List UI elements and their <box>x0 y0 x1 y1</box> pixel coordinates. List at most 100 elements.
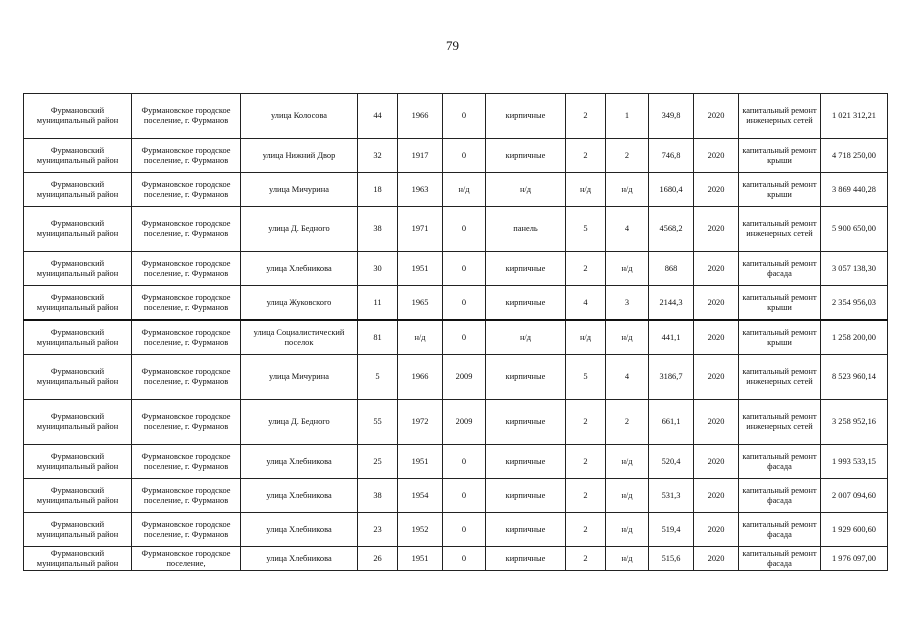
work-type-cell: капитальный ремонт крыши <box>738 285 821 321</box>
entrances-cell: н/д <box>605 172 649 207</box>
work-type-cell: капитальный ремонт фасада <box>738 251 821 286</box>
year-renovated-cell: 0 <box>442 478 486 513</box>
work-type-cell: капитальный ремонт фасада <box>738 444 821 479</box>
house-number-cell: 55 <box>357 399 398 445</box>
street-cell: улица Мичурина <box>240 172 358 207</box>
entrances-cell: 4 <box>605 206 649 252</box>
floors-cell: н/д <box>565 172 606 207</box>
year-renovated-cell: 0 <box>442 444 486 479</box>
area-cell: 520,4 <box>648 444 694 479</box>
year-built-cell: 1917 <box>397 138 443 173</box>
work-type-cell: капитальный ремонт инженерных сетей <box>738 93 821 139</box>
plan-year-cell: 2020 <box>693 285 739 321</box>
district-cell: Фурмановский муниципальный район <box>23 93 132 139</box>
year-built-cell: 1951 <box>397 546 443 571</box>
area-cell: 349,8 <box>648 93 694 139</box>
district-cell: Фурмановский муниципальный район <box>23 251 132 286</box>
area-cell: 531,3 <box>648 478 694 513</box>
wall-material-cell: кирпичные <box>485 354 566 400</box>
year-renovated-cell: 0 <box>442 512 486 547</box>
street-cell: улица Хлебникова <box>240 444 358 479</box>
plan-year-cell: 2020 <box>693 319 739 355</box>
table-row: Фурмановский муниципальный район Фурманов… <box>23 512 888 547</box>
settlement-cell: Фурмановское городское поселение, г. Фур… <box>131 512 241 547</box>
street-cell: улица Хлебникова <box>240 546 358 571</box>
cost-cell: 3 057 138,30 <box>820 251 888 286</box>
plan-year-cell: 2020 <box>693 399 739 445</box>
work-type-cell: капитальный ремонт инженерных сетей <box>738 399 821 445</box>
year-built-cell: 1954 <box>397 478 443 513</box>
district-cell: Фурмановский муниципальный район <box>23 285 132 321</box>
entrances-cell: 2 <box>605 399 649 445</box>
table-row: Фурмановский муниципальный район Фурманов… <box>23 138 888 173</box>
wall-material-cell: панель <box>485 206 566 252</box>
year-renovated-cell: 2009 <box>442 354 486 400</box>
house-number-cell: 18 <box>357 172 398 207</box>
cost-cell: 2 007 094,60 <box>820 478 888 513</box>
settlement-cell: Фурмановское городское поселение, г. Фур… <box>131 93 241 139</box>
table-row: Фурмановский муниципальный район Фурманов… <box>23 285 888 321</box>
year-renovated-cell: н/д <box>442 172 486 207</box>
plan-year-cell: 2020 <box>693 512 739 547</box>
year-renovated-cell: 0 <box>442 546 486 571</box>
year-renovated-cell: 0 <box>442 138 486 173</box>
year-renovated-cell: 0 <box>442 206 486 252</box>
street-cell: улица Хлебникова <box>240 512 358 547</box>
plan-year-cell: 2020 <box>693 206 739 252</box>
settlement-cell: Фурмановское городское поселение, г. Фур… <box>131 172 241 207</box>
entrances-cell: н/д <box>605 251 649 286</box>
house-number-cell: 44 <box>357 93 398 139</box>
area-cell: 519,4 <box>648 512 694 547</box>
table-row: Фурмановский муниципальный район Фурманов… <box>23 354 888 400</box>
floors-cell: 2 <box>565 138 606 173</box>
district-cell: Фурмановский муниципальный район <box>23 512 132 547</box>
table-row: Фурмановский муниципальный район Фурманов… <box>23 546 888 571</box>
entrances-cell: н/д <box>605 546 649 571</box>
settlement-cell: Фурмановское городское поселение, г. Фур… <box>131 444 241 479</box>
plan-year-cell: 2020 <box>693 444 739 479</box>
table-row: Фурмановский муниципальный район Фурманов… <box>23 206 888 252</box>
year-renovated-cell: 0 <box>442 319 486 355</box>
work-type-cell: капитальный ремонт инженерных сетей <box>738 354 821 400</box>
floors-cell: 2 <box>565 512 606 547</box>
settlement-cell: Фурмановское городское поселение, г. Фур… <box>131 319 241 355</box>
settlement-cell: Фурмановское городское поселение, г. Фур… <box>131 206 241 252</box>
floors-cell: 2 <box>565 399 606 445</box>
work-type-cell: капитальный ремонт крыши <box>738 172 821 207</box>
floors-cell: 4 <box>565 285 606 321</box>
district-cell: Фурмановский муниципальный район <box>23 354 132 400</box>
housing-repair-table: Фурмановский муниципальный район Фурманов… <box>23 93 888 571</box>
wall-material-cell: кирпичные <box>485 138 566 173</box>
entrances-cell: 2 <box>605 138 649 173</box>
house-number-cell: 11 <box>357 285 398 321</box>
wall-material-cell: кирпичные <box>485 444 566 479</box>
year-built-cell: 1966 <box>397 93 443 139</box>
settlement-cell: Фурмановское городское поселение, <box>131 546 241 571</box>
cost-cell: 1 021 312,21 <box>820 93 888 139</box>
district-cell: Фурмановский муниципальный район <box>23 138 132 173</box>
house-number-cell: 25 <box>357 444 398 479</box>
cost-cell: 3 258 952,16 <box>820 399 888 445</box>
wall-material-cell: н/д <box>485 172 566 207</box>
cost-cell: 1 976 097,00 <box>820 546 888 571</box>
area-cell: 661,1 <box>648 399 694 445</box>
cost-cell: 1 993 533,15 <box>820 444 888 479</box>
cost-cell: 2 354 956,03 <box>820 285 888 321</box>
table-row: Фурмановский муниципальный район Фурманов… <box>23 399 888 445</box>
area-cell: 441,1 <box>648 319 694 355</box>
house-number-cell: 38 <box>357 478 398 513</box>
work-type-cell: капитальный ремонт фасада <box>738 478 821 513</box>
plan-year-cell: 2020 <box>693 138 739 173</box>
year-built-cell: 1951 <box>397 444 443 479</box>
wall-material-cell: кирпичные <box>485 478 566 513</box>
floors-cell: 2 <box>565 93 606 139</box>
area-cell: 515,6 <box>648 546 694 571</box>
table-row: Фурмановский муниципальный район Фурманов… <box>23 93 888 139</box>
street-cell: улица Колосова <box>240 93 358 139</box>
entrances-cell: 1 <box>605 93 649 139</box>
district-cell: Фурмановский муниципальный район <box>23 399 132 445</box>
wall-material-cell: кирпичные <box>485 512 566 547</box>
house-number-cell: 26 <box>357 546 398 571</box>
house-number-cell: 23 <box>357 512 398 547</box>
cost-cell: 3 869 440,28 <box>820 172 888 207</box>
